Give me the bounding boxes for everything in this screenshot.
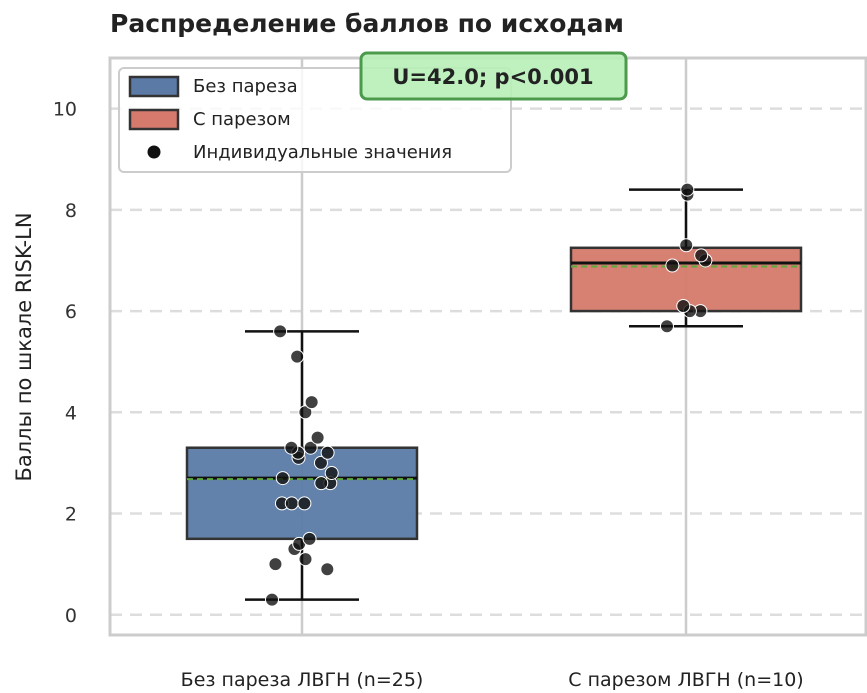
point-layer [265, 182, 713, 607]
annotation-text: U=42.0; p<0.001 [392, 65, 593, 89]
data-point [680, 182, 695, 197]
data-point [302, 531, 317, 546]
legend-swatch [128, 108, 180, 131]
data-point [303, 440, 318, 455]
data-point [268, 557, 283, 572]
legend-swatch [128, 75, 180, 98]
stat-annotation: U=42.0; p<0.001 [359, 51, 628, 101]
data-point [659, 319, 674, 334]
legend-label: Без пареза [193, 76, 298, 97]
legend-label: С парезом [193, 109, 291, 130]
legend-label: Индивидуальные значения [193, 142, 452, 163]
data-point [310, 430, 325, 445]
data-point [284, 496, 299, 511]
chart-title: Распределение баллов по исходам [110, 9, 624, 38]
y-tick-label: 8 [65, 200, 77, 222]
data-point [313, 455, 328, 470]
y-tick-label: 0 [65, 605, 77, 627]
data-point [320, 562, 335, 577]
box-layer [185, 188, 803, 601]
data-point [679, 238, 694, 253]
y-axis-label: Баллы по шкале RISK-LN [12, 212, 36, 481]
data-point [284, 440, 299, 455]
x-category-label: Без пареза ЛВГН (n=25) [181, 669, 424, 691]
x-category-label: С парезом ЛВГН (n=10) [568, 669, 803, 691]
legend-marker [147, 145, 161, 159]
data-point [290, 349, 305, 364]
data-point [665, 258, 680, 273]
data-point [298, 405, 313, 420]
data-point [298, 552, 313, 567]
data-point [320, 445, 335, 460]
data-point [324, 466, 339, 481]
data-point [304, 395, 319, 410]
data-point [694, 248, 709, 263]
data-point [314, 476, 329, 491]
data-point [297, 496, 312, 511]
y-tick-label: 10 [53, 99, 77, 121]
data-point [265, 592, 279, 607]
y-tick-label: 2 [65, 504, 77, 526]
data-point [275, 471, 290, 486]
y-tick-label: 6 [65, 301, 77, 323]
data-point [273, 324, 288, 339]
category-labels: Без пареза ЛВГН (n=25) С парезом ЛВГН (n=… [181, 669, 804, 691]
tick-layer: 0 2 4 6 8 10 [53, 99, 77, 627]
annotation-box [359, 51, 628, 101]
data-point [676, 299, 691, 314]
y-tick-label: 4 [65, 402, 77, 424]
